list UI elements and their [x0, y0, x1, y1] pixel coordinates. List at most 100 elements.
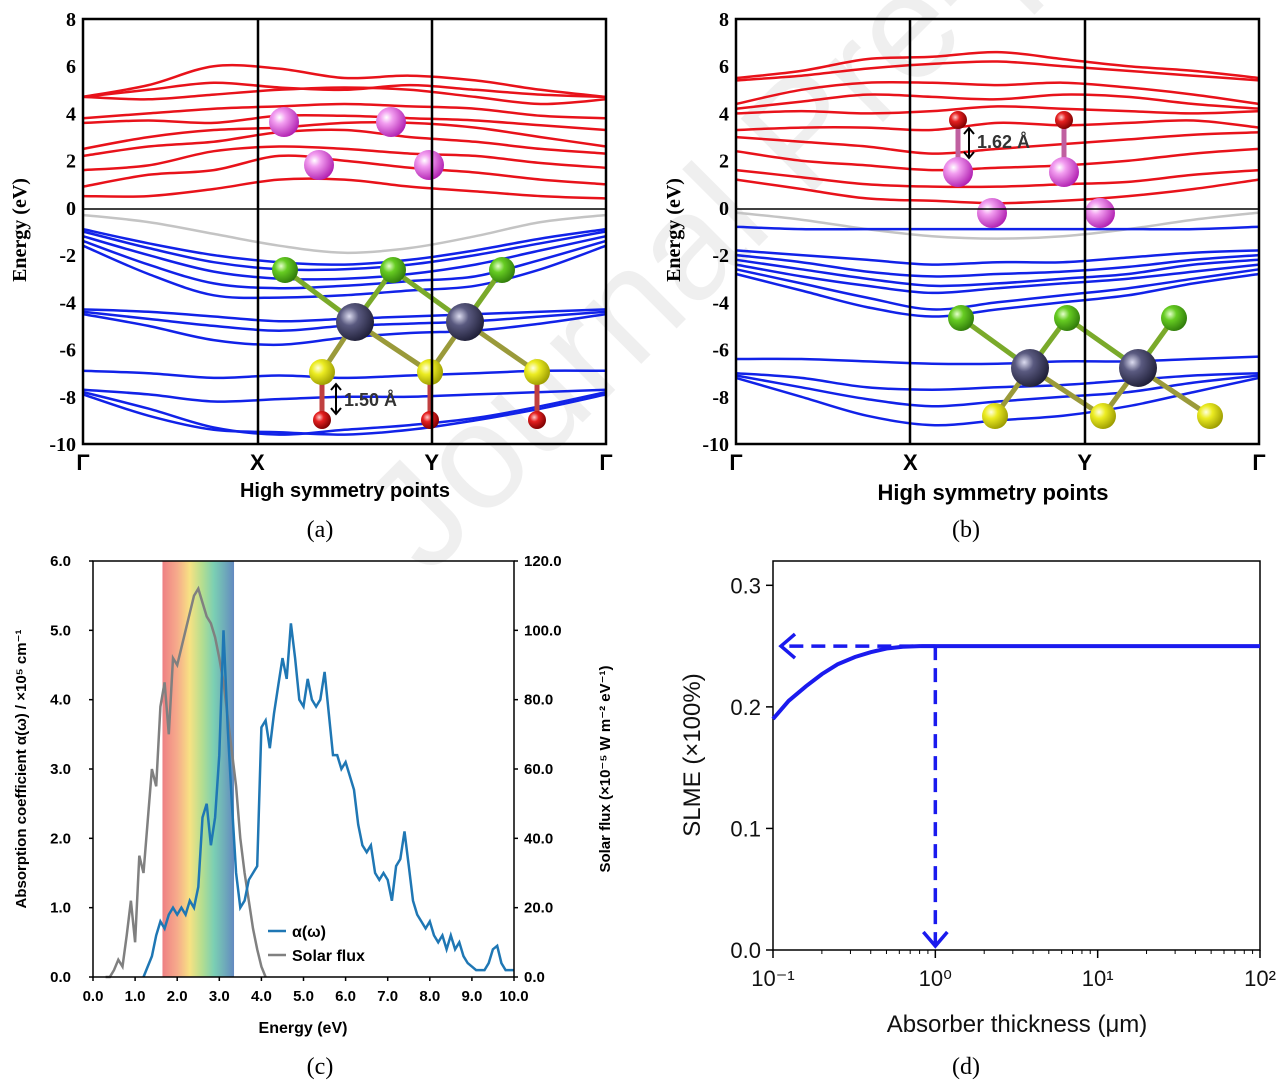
conduction-band-line	[735, 168, 1260, 189]
x-axis-label: High symmetry points	[877, 480, 1108, 505]
x-axis-label: Energy (eV)	[259, 1020, 348, 1037]
valence-band-line	[82, 388, 607, 403]
solar-flux-series	[105, 585, 267, 979]
y-tick-label: -10	[702, 434, 729, 456]
y-tick-label: 2	[719, 151, 729, 173]
y-tick-label: -4	[712, 292, 729, 314]
left-y-axis-label: Absorption coefficient α(ω) / ×10⁵ cm⁻¹	[13, 630, 30, 909]
y-tick-label: 0.0	[50, 969, 71, 986]
axis-ticks	[766, 584, 1261, 958]
conduction-band-line	[735, 93, 1260, 110]
y-tick-label: 4	[719, 103, 729, 125]
y-tick-label: -2	[59, 245, 76, 267]
x-tick-label: Γ	[599, 450, 612, 475]
x-tick-label: 10²	[1244, 966, 1276, 991]
conduction-band-line	[82, 128, 607, 158]
y2-tick-label: 20.0	[524, 900, 553, 917]
x-tick-label: 4.0	[251, 988, 272, 1005]
x-tick-label: 6.0	[335, 988, 356, 1005]
x-tick-label: Y	[1077, 450, 1092, 475]
right-y-axis-label: Solar flux (×10⁻⁵ W m⁻² eV⁻¹)	[597, 665, 614, 872]
y-tick-label: 3.0	[50, 761, 71, 778]
y-tick-labels: -10 -8 -6 -4 -2 0 2 4 6 8	[49, 9, 76, 456]
y-tick-label: 0.2	[730, 695, 761, 720]
x-tick-label: 8.0	[419, 988, 440, 1005]
x-tick-label: 3.0	[209, 988, 230, 1005]
legend-label-solar: Solar flux	[292, 948, 365, 965]
y-axis-label: SLME (×100%)	[679, 673, 706, 836]
conduction-band-line	[735, 147, 1260, 172]
conduction-band-line	[82, 145, 607, 172]
conduction-band-line	[735, 131, 1260, 155]
y-tick-label: 0	[66, 198, 76, 220]
valence-band-line	[735, 374, 1260, 408]
valence-band-line	[82, 239, 607, 290]
slme-series	[771, 644, 1260, 721]
panel-caption: (c)	[307, 1054, 334, 1080]
y-tick-labels: -10 -8 -6 -4 -2 0 2 4 6 8	[702, 9, 729, 456]
x-tick-labels: 0.0 1.0 2.0 3.0 4.0 5.0 6.0 7.0 8.0 9.0 10.0	[83, 977, 529, 1005]
y-tick-label: -8	[712, 387, 729, 409]
valence-band-line	[82, 234, 607, 281]
valence-band-line	[82, 227, 607, 266]
conduction-band-line	[82, 177, 607, 200]
y-tick-label: -6	[712, 340, 729, 362]
y2-tick-label: 100.0	[524, 622, 562, 639]
absorption-series	[142, 623, 514, 978]
valence-band-line	[82, 390, 607, 436]
arrow-head-down	[922, 930, 949, 949]
valence-band-line	[735, 268, 1260, 311]
y-tick-label: 2.0	[50, 830, 71, 847]
y2-tick-label: 0.0	[524, 969, 545, 986]
conduction-band-line	[735, 80, 1260, 106]
x-tick-label: 10⁻¹	[751, 966, 794, 991]
y-tick-label: 4	[66, 103, 76, 125]
band-structure-panel-a: 1.50 Å -10 -8 -6 -4 -2 0 2 4 6 8 Γ X Y Γ Energy (eV)…	[9, 9, 613, 543]
band-structure-panel-b: 1.62 Å -10 -8 -6 -4 -2 0 2 4 6 8 Γ X Y Γ Energy (eV)…	[663, 9, 1266, 543]
conduction-band-line	[82, 121, 607, 151]
crystal-structure-illustration	[269, 107, 550, 429]
x-axis-label: Absorber thickness (μm)	[887, 1011, 1148, 1038]
x-tick-label: 1.0	[125, 988, 146, 1005]
y-tick-labels: 0.0 0.1 0.2 0.3	[730, 573, 761, 963]
conduction-band-line	[82, 102, 607, 120]
gap-band-line	[735, 211, 1260, 240]
x-tick-label: X	[250, 450, 265, 475]
y-tick-label: 0.3	[730, 573, 761, 598]
absorption-panel-c: 0.0 1.0 2.0 3.0 4.0 5.0 6.0 0.0 20.0 40.0 60.0 80.…	[13, 553, 614, 1080]
legend: α(ω) Solar flux	[268, 924, 365, 965]
right-y-tick-labels: 0.0 20.0 40.0 60.0 80.0 100.0 120.0	[514, 553, 562, 986]
panel-caption: (b)	[952, 517, 980, 543]
y-tick-label: -10	[49, 434, 76, 456]
x-tick-label: Γ	[1252, 450, 1265, 475]
x-tick-label: 9.0	[461, 988, 482, 1005]
x-tick-label: 2.0	[167, 988, 188, 1005]
x-tick-label: X	[903, 450, 918, 475]
x-axis-label: High symmetry points	[240, 480, 450, 502]
x-tick-label: 10⁰	[919, 966, 952, 991]
valence-band-line	[735, 225, 1260, 231]
x-tick-labels: 10⁻¹ 10⁰ 10¹ 10²	[751, 966, 1276, 991]
gap-band-line	[82, 213, 607, 255]
conduction-band-line	[735, 105, 1260, 115]
plot-frame	[772, 560, 1261, 951]
legend-label-absorption: α(ω)	[292, 924, 326, 941]
y-axis-label: Energy (eV)	[663, 178, 685, 282]
valence-band-line	[735, 253, 1260, 278]
y-tick-label: -6	[59, 340, 76, 362]
valence-band-line	[82, 369, 607, 380]
guide-arrows	[778, 632, 949, 949]
valence-band-line	[735, 355, 1260, 366]
y-tick-label: -8	[59, 387, 76, 409]
x-tick-label: 10¹	[1082, 966, 1114, 991]
conduction-band-line	[735, 60, 1260, 82]
crystal-structure-illustration	[943, 111, 1223, 429]
x-tick-label: Γ	[729, 450, 742, 475]
panel-caption: (d)	[952, 1054, 980, 1080]
panel-caption: (a)	[307, 517, 334, 543]
band-lines	[82, 63, 607, 436]
valence-band-line	[735, 258, 1260, 288]
bond-length-label-b: 1.62 Å	[977, 132, 1030, 152]
valence-band-line	[735, 371, 1260, 391]
